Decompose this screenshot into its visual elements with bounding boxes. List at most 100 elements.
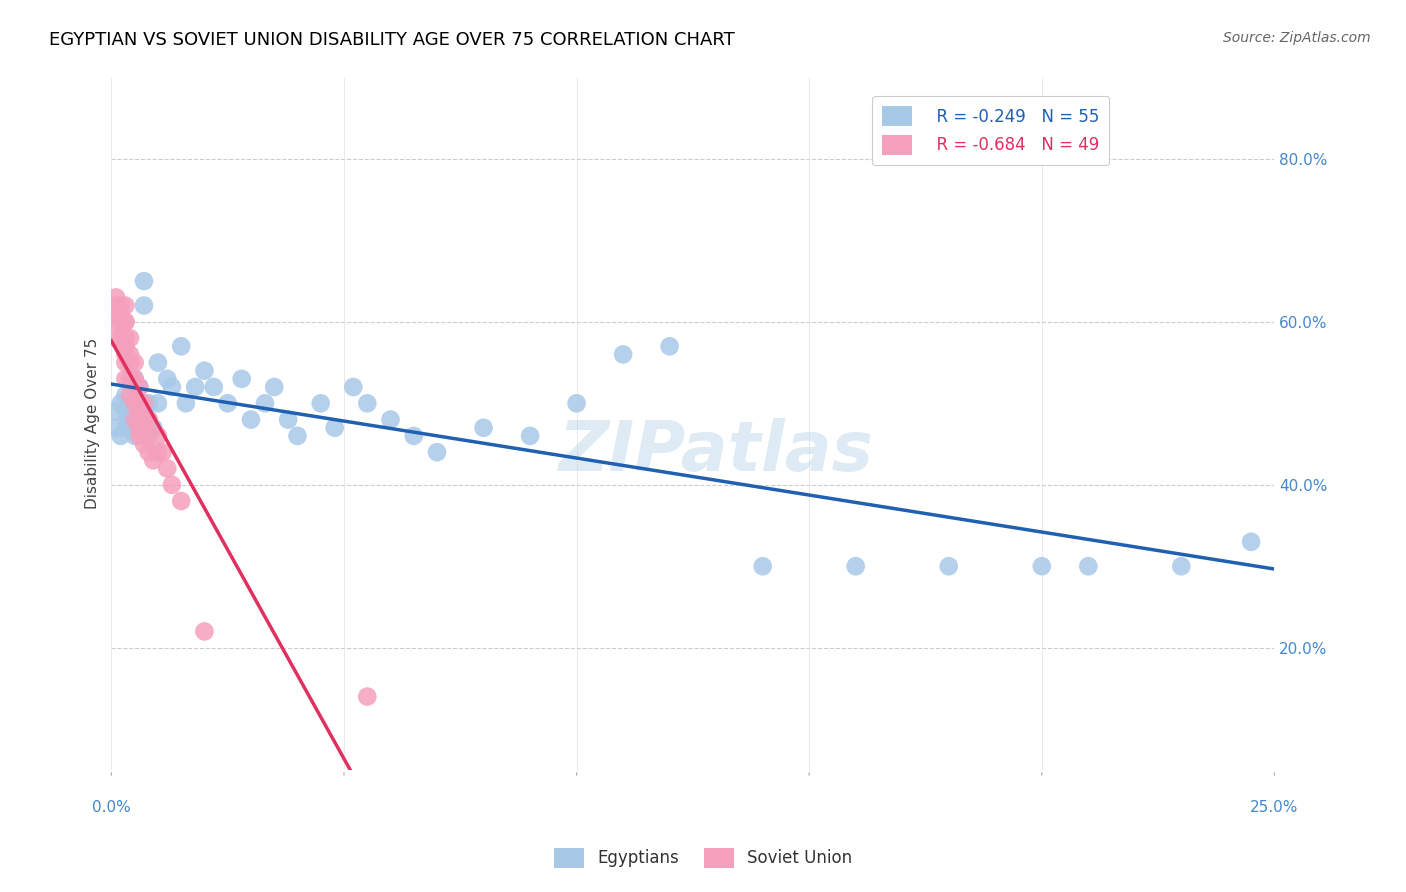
Point bbox=[658, 339, 681, 353]
Point bbox=[124, 372, 146, 386]
Point bbox=[124, 380, 146, 394]
Point bbox=[845, 559, 868, 574]
Point bbox=[118, 372, 141, 386]
Point bbox=[156, 461, 179, 475]
Point bbox=[114, 372, 136, 386]
Point bbox=[105, 421, 128, 435]
Point bbox=[124, 412, 146, 426]
Point bbox=[114, 347, 136, 361]
Point bbox=[323, 421, 346, 435]
Point bbox=[138, 429, 160, 443]
Point bbox=[380, 412, 402, 426]
Point bbox=[110, 315, 132, 329]
Point bbox=[114, 315, 136, 329]
Point bbox=[114, 331, 136, 345]
Point bbox=[132, 412, 155, 426]
Point bbox=[105, 299, 128, 313]
Point bbox=[160, 477, 183, 491]
Point bbox=[184, 380, 207, 394]
Point bbox=[118, 396, 141, 410]
Point bbox=[472, 421, 495, 435]
Point bbox=[132, 396, 155, 410]
Point bbox=[114, 421, 136, 435]
Point bbox=[124, 372, 146, 386]
Legend:   R = -0.249   N = 55,   R = -0.684   N = 49: R = -0.249 N = 55, R = -0.684 N = 49 bbox=[872, 96, 1109, 165]
Point bbox=[1240, 534, 1263, 549]
Text: 0.0%: 0.0% bbox=[91, 799, 131, 814]
Point bbox=[105, 290, 128, 304]
Point bbox=[217, 396, 239, 410]
Text: Source: ZipAtlas.com: Source: ZipAtlas.com bbox=[1223, 31, 1371, 45]
Point bbox=[193, 364, 215, 378]
Point bbox=[105, 404, 128, 418]
Point bbox=[118, 347, 141, 361]
Point bbox=[124, 396, 146, 410]
Point bbox=[342, 380, 364, 394]
Point bbox=[402, 429, 425, 443]
Point bbox=[356, 396, 378, 410]
Point bbox=[105, 315, 128, 329]
Text: EGYPTIAN VS SOVIET UNION DISABILITY AGE OVER 75 CORRELATION CHART: EGYPTIAN VS SOVIET UNION DISABILITY AGE … bbox=[49, 31, 735, 49]
Point bbox=[132, 274, 155, 288]
Point bbox=[138, 445, 160, 459]
Legend: Egyptians, Soviet Union: Egyptians, Soviet Union bbox=[547, 841, 859, 875]
Point bbox=[170, 339, 193, 353]
Point bbox=[138, 412, 160, 426]
Point bbox=[132, 421, 155, 435]
Point bbox=[105, 331, 128, 345]
Point bbox=[138, 396, 160, 410]
Point bbox=[118, 372, 141, 386]
Point bbox=[128, 396, 150, 410]
Text: 25.0%: 25.0% bbox=[1250, 799, 1299, 814]
Point bbox=[110, 396, 132, 410]
Point bbox=[114, 339, 136, 353]
Point bbox=[110, 307, 132, 321]
Point bbox=[174, 396, 197, 410]
Point bbox=[128, 380, 150, 394]
Point bbox=[231, 372, 253, 386]
Point bbox=[263, 380, 285, 394]
Point bbox=[114, 355, 136, 369]
Y-axis label: Disability Age Over 75: Disability Age Over 75 bbox=[86, 338, 100, 509]
Point bbox=[193, 624, 215, 639]
Point bbox=[128, 412, 150, 426]
Point bbox=[124, 355, 146, 369]
Point bbox=[128, 429, 150, 443]
Point bbox=[146, 429, 169, 443]
Point bbox=[751, 559, 773, 574]
Point bbox=[938, 559, 960, 574]
Point bbox=[152, 445, 174, 459]
Point bbox=[146, 396, 169, 410]
Point bbox=[612, 347, 634, 361]
Point bbox=[132, 299, 155, 313]
Point bbox=[146, 355, 169, 369]
Point bbox=[253, 396, 276, 410]
Point bbox=[156, 372, 179, 386]
Point bbox=[110, 331, 132, 345]
Point bbox=[132, 437, 155, 451]
Point bbox=[1031, 559, 1053, 574]
Point bbox=[142, 421, 165, 435]
Point bbox=[1170, 559, 1192, 574]
Point bbox=[128, 421, 150, 435]
Point bbox=[239, 412, 262, 426]
Point bbox=[118, 388, 141, 402]
Point bbox=[1077, 559, 1099, 574]
Point bbox=[138, 412, 160, 426]
Point bbox=[114, 315, 136, 329]
Point bbox=[128, 404, 150, 418]
Point bbox=[118, 412, 141, 426]
Text: ZIPatlas: ZIPatlas bbox=[558, 417, 873, 485]
Point bbox=[565, 396, 588, 410]
Point bbox=[114, 388, 136, 402]
Point bbox=[170, 494, 193, 508]
Point bbox=[426, 445, 449, 459]
Point bbox=[118, 355, 141, 369]
Point bbox=[114, 331, 136, 345]
Point bbox=[160, 380, 183, 394]
Point bbox=[124, 429, 146, 443]
Point bbox=[110, 299, 132, 313]
Point bbox=[114, 404, 136, 418]
Point bbox=[118, 331, 141, 345]
Point bbox=[202, 380, 225, 394]
